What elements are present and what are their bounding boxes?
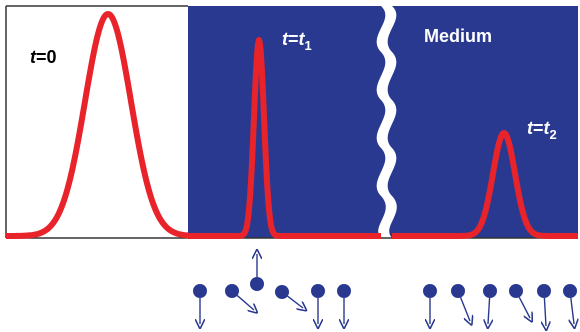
particle-9 — [483, 284, 497, 298]
wavy-break — [376, 6, 397, 238]
pulse-t1 — [186, 37, 383, 239]
particle-12 — [563, 284, 577, 298]
particle-arrow-10 — [518, 296, 530, 318]
particle-arrow-11 — [544, 297, 546, 326]
particle-7 — [423, 284, 437, 298]
particle-11 — [537, 284, 551, 298]
particle-4 — [275, 285, 289, 299]
particle-arrow-2 — [236, 295, 254, 310]
pulse-t0 — [4, 11, 190, 239]
particle-3 — [250, 277, 264, 291]
label-t2: t=t2 — [527, 118, 557, 142]
particle-arrow-12 — [571, 297, 574, 324]
particle-arrow-8 — [459, 297, 470, 321]
particles — [193, 254, 577, 326]
particle-2 — [225, 284, 239, 298]
label-t1: t=t1 — [282, 29, 312, 53]
label-t0: t=0 — [30, 47, 57, 67]
particle-5 — [311, 284, 325, 298]
particle-arrow-9 — [488, 297, 490, 324]
particle-10 — [509, 284, 523, 298]
particle-arrow-4 — [287, 295, 303, 308]
particle-6 — [337, 284, 351, 298]
particle-1 — [193, 284, 207, 298]
particle-8 — [451, 284, 465, 298]
pulse-t2 — [390, 130, 580, 239]
label-medium: Medium — [424, 26, 492, 46]
